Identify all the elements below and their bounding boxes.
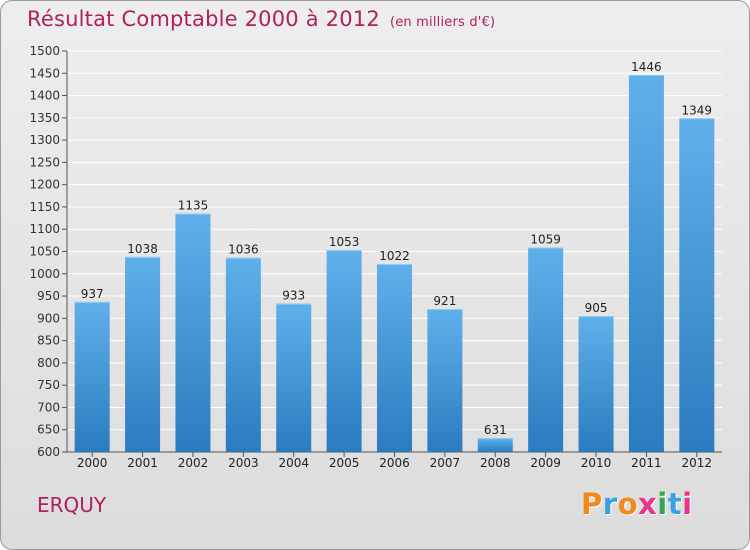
y-tick-label: 950 xyxy=(37,289,60,303)
bar[interactable] xyxy=(578,316,614,452)
y-tick-label: 750 xyxy=(37,378,60,392)
bar[interactable] xyxy=(528,247,564,452)
y-tick-label: 1200 xyxy=(29,178,60,192)
logo-letter: i xyxy=(682,487,693,521)
y-tick-label: 600 xyxy=(37,445,60,459)
y-tick-label: 1250 xyxy=(29,155,60,169)
data-label: 905 xyxy=(585,301,608,315)
data-label: 1349 xyxy=(682,103,713,117)
x-tick-label: 2000 xyxy=(77,456,108,470)
bar[interactable] xyxy=(427,308,463,452)
bar[interactable] xyxy=(125,256,161,452)
y-tick-label: 1100 xyxy=(29,222,60,236)
logo-letter: P xyxy=(581,487,603,521)
y-tick-label: 1400 xyxy=(29,89,60,103)
y-tick-label: 1450 xyxy=(29,66,60,80)
bar[interactable] xyxy=(175,213,211,452)
x-tick-label: 2009 xyxy=(530,456,561,470)
data-label: 1135 xyxy=(178,199,209,213)
bar[interactable] xyxy=(276,303,312,452)
x-tick-label: 2007 xyxy=(430,456,461,470)
bar[interactable] xyxy=(477,438,513,452)
data-label: 933 xyxy=(282,289,305,303)
logo-letter: r xyxy=(602,487,618,521)
data-label: 1053 xyxy=(329,235,360,249)
x-tick-label: 2001 xyxy=(127,456,158,470)
logo-letter: x xyxy=(638,487,658,521)
x-axis: 2000 2001 2002 2003 2004 2005 2006 2007 2008 2009… xyxy=(77,452,712,470)
y-tick-label: 1150 xyxy=(29,200,60,214)
data-label: 1022 xyxy=(379,249,410,263)
bar[interactable] xyxy=(377,263,412,452)
data-label: 921 xyxy=(433,294,456,308)
x-tick-label: 2003 xyxy=(228,456,259,470)
y-tick-label: 800 xyxy=(37,356,60,370)
y-tick-label: 1050 xyxy=(29,245,60,259)
y-tick-label: 1300 xyxy=(29,133,60,147)
logo-letter: o xyxy=(617,487,639,521)
chart-subtitle: (en milliers d'€) xyxy=(389,15,496,30)
y-tick-label: 1350 xyxy=(29,111,60,125)
logo-letter: t xyxy=(667,487,683,521)
town-name: ERQUY xyxy=(37,493,107,517)
bar[interactable] xyxy=(679,118,715,452)
logo-letter: i xyxy=(657,487,668,521)
y-tick-label: 700 xyxy=(37,400,60,414)
proxiti-logo[interactable]: Proxiti xyxy=(581,487,693,521)
x-tick-label: 2012 xyxy=(682,456,713,470)
y-tick-label: 1500 xyxy=(29,44,60,58)
x-tick-label: 2006 xyxy=(379,456,410,470)
bars: 937 1038 1135 1036 933 1053 1022 921 631 1059 905 1… xyxy=(74,60,715,452)
x-tick-label: 2002 xyxy=(178,456,209,470)
data-label: 1059 xyxy=(530,232,561,246)
x-tick-label: 2011 xyxy=(631,456,662,470)
y-tick-label: 1000 xyxy=(29,267,60,281)
bar[interactable] xyxy=(225,257,261,452)
y-tick-label: 850 xyxy=(37,334,60,348)
chart-title: Résultat Comptable 2000 à 2012 (en millie… xyxy=(27,7,495,31)
x-tick-label: 2010 xyxy=(581,456,612,470)
y-axis: 600 650 700 750 800 850 900 950 1000 1050 1100 1150… xyxy=(29,44,722,459)
data-label: 1038 xyxy=(127,242,158,256)
data-label: 1036 xyxy=(228,243,259,257)
x-tick-label: 2005 xyxy=(329,456,360,470)
data-label: 631 xyxy=(484,423,507,437)
bar[interactable] xyxy=(326,250,362,452)
data-label: 937 xyxy=(81,287,104,301)
data-label: 1446 xyxy=(631,60,662,74)
y-tick-label: 650 xyxy=(37,423,60,437)
bar[interactable] xyxy=(628,75,664,452)
x-tick-label: 2008 xyxy=(480,456,511,470)
chart-title-main: Résultat Comptable 2000 à 2012 xyxy=(27,7,380,31)
y-tick-label: 900 xyxy=(37,311,60,325)
x-tick-label: 2004 xyxy=(278,456,309,470)
bar[interactable] xyxy=(74,301,110,452)
